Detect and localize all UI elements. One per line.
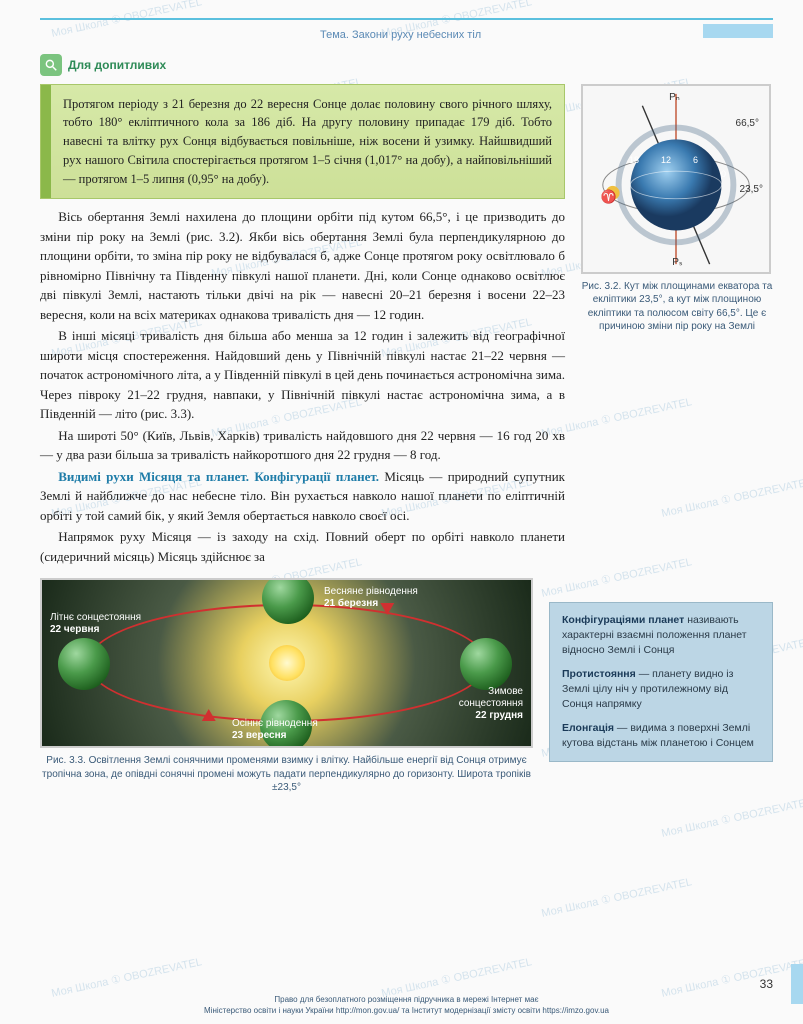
section-title-row: Для допитливих bbox=[40, 54, 773, 76]
paragraph-5: Напрямок руху Місяця — із заходу на схід… bbox=[40, 527, 565, 566]
section-title: Для допитливих bbox=[68, 56, 166, 74]
svg-text:♈: ♈ bbox=[601, 188, 617, 203]
subheading: Видимі рухи Місяця та планет. Конфігурац… bbox=[58, 469, 379, 484]
pole-s-label: Pₛ bbox=[672, 255, 682, 270]
definitions-box: Конфігураціями планет називають характер… bbox=[549, 602, 773, 762]
angle-66: 66,5° bbox=[736, 116, 759, 131]
hour-12: 12 bbox=[661, 154, 671, 168]
figure-3-3: Весняне рівнодення21 березня Літнє сонце… bbox=[40, 578, 533, 748]
definition-opposition: Протистояння — планету видно із Землі ці… bbox=[562, 667, 760, 711]
label-autumn: Осіннє рівнодення23 вересня bbox=[232, 718, 318, 742]
definition-configurations: Конфігураціями планет називають характер… bbox=[562, 613, 760, 657]
main-columns: Протягом періоду з 21 березня до 22 вере… bbox=[40, 84, 773, 569]
label-spring: Весняне рівнодення21 березня bbox=[324, 586, 418, 610]
header-row: Тема. Закони руху небесних тіл bbox=[40, 24, 773, 44]
copyright-text: Право для безоплатного розміщення підруч… bbox=[40, 995, 773, 1016]
highlight-box-text: Протягом періоду з 21 березня до 22 вере… bbox=[51, 85, 564, 199]
footer: 33 Право для безоплатного розміщення під… bbox=[40, 975, 773, 1016]
hour-18: 18 bbox=[629, 154, 639, 168]
top-rule bbox=[40, 18, 773, 20]
paragraph-4: Видимі рухи Місяця та планет. Конфігурац… bbox=[40, 467, 565, 526]
pole-n-label: Pₙ bbox=[669, 90, 680, 105]
paragraph-1: Вісь обертання Землі нахилена до площини… bbox=[40, 207, 565, 324]
page-content: Тема. Закони руху небесних тіл Для допит… bbox=[0, 0, 803, 1024]
sun-icon bbox=[269, 645, 305, 681]
earth-winter bbox=[460, 638, 512, 690]
angle-23: 23,5° bbox=[740, 182, 763, 197]
right-column: ♈ Pₙ Pₛ 66,5° 23,5° 18 12 6 0 Рис. 3.2. … bbox=[581, 84, 773, 569]
definition-elongation: Елонгація — видима з поверхні Землі куто… bbox=[562, 721, 760, 750]
paragraph-3: На широті 50° (Київ, Львів, Харків) трив… bbox=[40, 426, 565, 465]
page-edge-accent bbox=[791, 964, 803, 1004]
figure-3-3-wrap: Весняне рівнодення21 березня Літнє сонце… bbox=[40, 578, 533, 795]
figure-3-3-caption: Рис. 3.3. Освітлення Землі сонячними про… bbox=[40, 754, 533, 795]
earth-summer bbox=[58, 638, 110, 690]
figure-3-2: ♈ Pₙ Pₛ 66,5° 23,5° 18 12 6 0 bbox=[581, 84, 771, 274]
header-accent bbox=[703, 24, 773, 38]
theme-label: Тема. Закони руху небесних тіл bbox=[320, 27, 481, 44]
figure-3-2-caption: Рис. 3.2. Кут між площинами екватора та … bbox=[581, 280, 773, 334]
hour-6: 6 bbox=[693, 154, 698, 168]
page-number: 33 bbox=[40, 975, 773, 993]
highlight-box-bar bbox=[41, 85, 51, 199]
hour-0: 0 bbox=[721, 168, 726, 182]
magnifying-glass-icon bbox=[40, 54, 62, 76]
label-winter: Зимовесонцестояння22 грудня bbox=[459, 686, 523, 722]
left-column: Протягом періоду з 21 березня до 22 вере… bbox=[40, 84, 565, 569]
label-summer: Літнє сонцестояння22 червня bbox=[50, 612, 141, 636]
highlight-box: Протягом періоду з 21 березня до 22 вере… bbox=[40, 84, 565, 200]
paragraph-2: В інші місяці тривалість дня більша або … bbox=[40, 326, 565, 424]
bottom-row: Весняне рівнодення21 березня Літнє сонце… bbox=[40, 568, 773, 795]
